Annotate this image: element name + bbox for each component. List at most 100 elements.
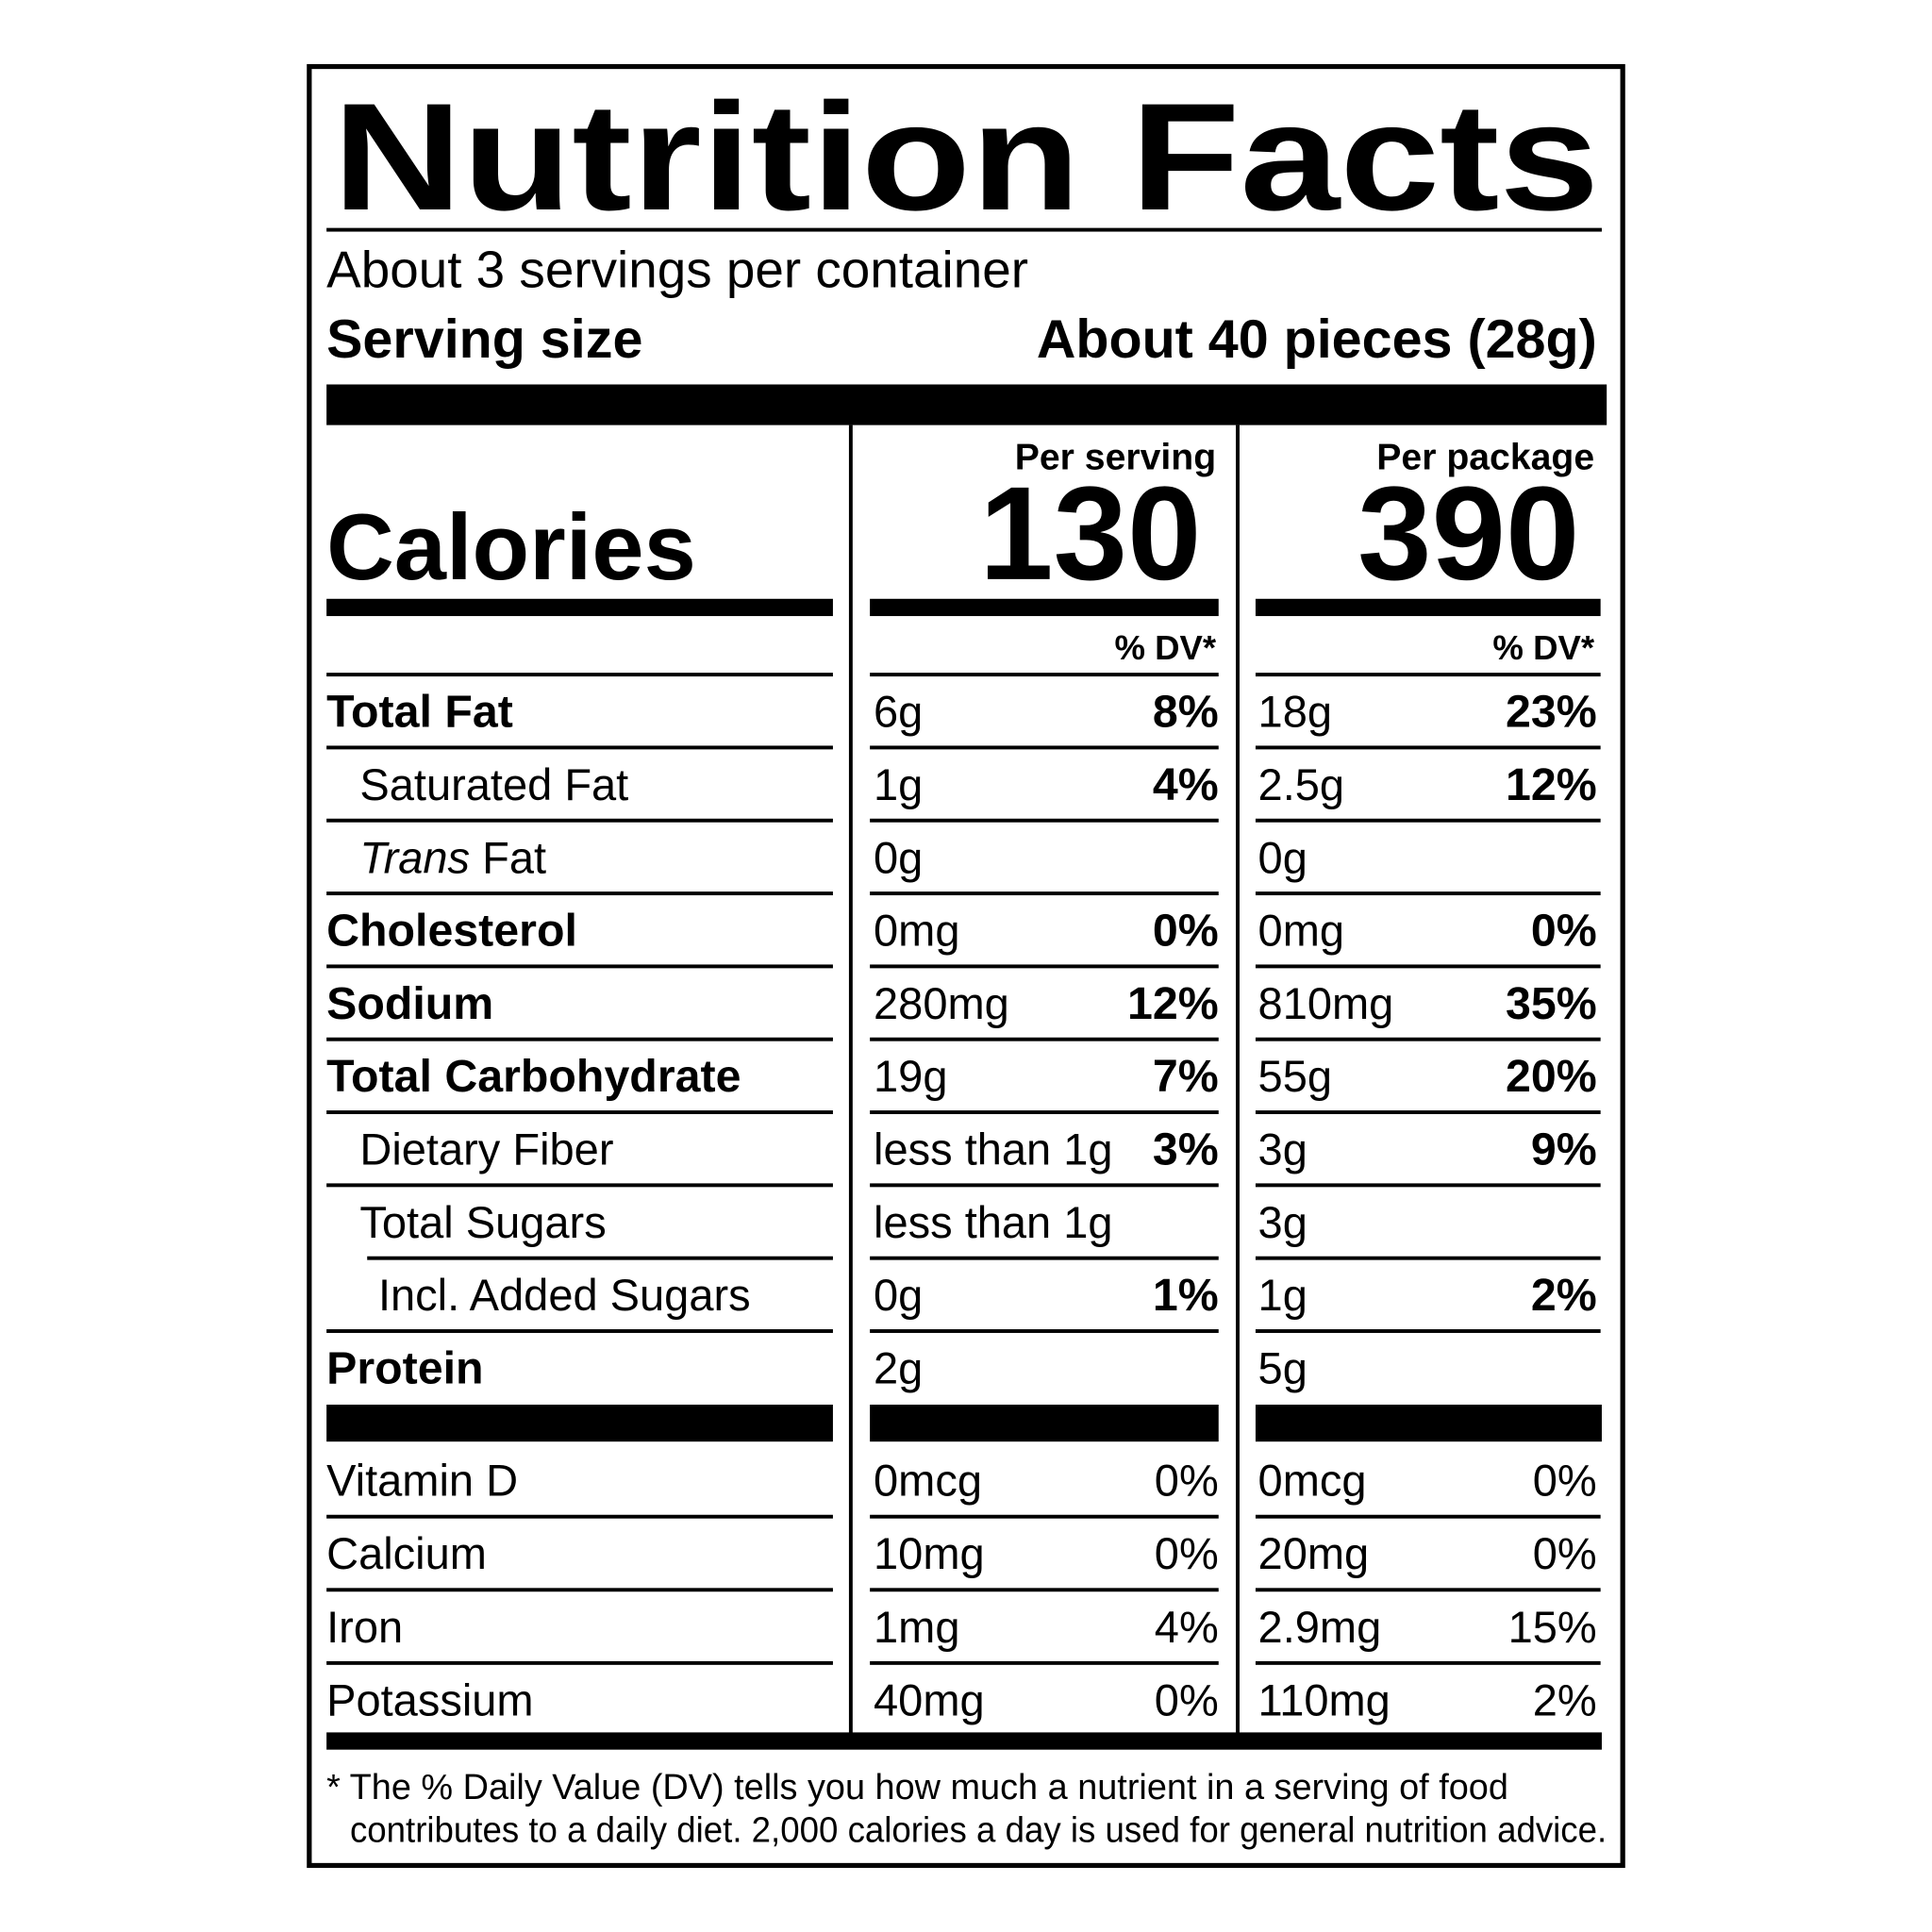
title: Nutrition Facts (333, 72, 1600, 242)
row-rule (870, 1037, 1219, 1041)
amount: 20mg (1258, 1528, 1370, 1578)
amount: 10mg (874, 1528, 985, 1578)
amount: 19g (874, 1051, 947, 1101)
thick-bar (326, 1732, 1602, 1750)
daily-value: 35% (1506, 978, 1597, 1029)
nutrient-name: Protein (326, 1343, 483, 1394)
nutrient-name: Incl. Added Sugars (378, 1270, 751, 1320)
row-rule (326, 964, 833, 969)
calories-bar (870, 598, 1219, 617)
daily-value: 0% (1155, 1528, 1219, 1578)
row-rule (1255, 891, 1601, 896)
nutrient-name: Saturated Fat (359, 759, 628, 809)
row-rule (870, 818, 1219, 823)
row-rule (1255, 1588, 1601, 1592)
amount: 110mg (1258, 1674, 1391, 1724)
daily-value: 0% (1533, 1456, 1597, 1506)
nutrient-name-text: Fat (482, 832, 546, 882)
amount: 2g (874, 1343, 923, 1393)
nutrient-name: Total Carbohydrate (326, 1051, 741, 1102)
micronutrient-name: Vitamin D (326, 1456, 518, 1506)
amount: 1g (1258, 1270, 1307, 1320)
daily-value: 0% (1531, 906, 1597, 957)
thick-bar (1255, 1404, 1602, 1442)
column-header: Per serving (1015, 438, 1216, 478)
amount: 55g (1258, 1051, 1332, 1101)
column-divider (848, 425, 853, 1736)
row-rule (870, 1329, 1219, 1333)
daily-value: 2% (1531, 1270, 1597, 1321)
nutrient-name-italic: Trans (359, 832, 470, 882)
column-divider (1236, 425, 1240, 1736)
amount: 0mg (1258, 906, 1344, 956)
serving-size-label: Serving size (326, 309, 642, 370)
footnote: contributes to a daily diet. 2,000 calor… (350, 1811, 1607, 1851)
amount: 1g (874, 759, 923, 809)
daily-value: 7% (1153, 1051, 1219, 1102)
amount: 1mg (874, 1602, 959, 1652)
row-rule (870, 1660, 1219, 1665)
amount: less than 1g (874, 1124, 1113, 1174)
calories-bar (326, 598, 833, 617)
row-rule (326, 818, 833, 823)
amount: 280mg (874, 978, 1009, 1028)
row-rule (326, 745, 833, 750)
daily-value: 9% (1531, 1124, 1597, 1175)
column-header: Per package (1376, 438, 1594, 478)
daily-value: 0% (1533, 1528, 1597, 1578)
row-rule (1255, 964, 1601, 969)
row-rule (870, 1183, 1219, 1188)
amount: 2.5g (1258, 759, 1345, 809)
row-rule (326, 891, 833, 896)
row-rule (870, 1110, 1219, 1114)
calories-label: Calories (326, 495, 696, 600)
row-rule (326, 1588, 833, 1592)
amount: 810mg (1258, 978, 1394, 1028)
serving-size-value: About 40 pieces (28g) (1037, 309, 1597, 370)
amount: 0g (874, 1270, 923, 1320)
servings: About 3 servings per container (326, 240, 1028, 298)
row-rule (870, 1514, 1219, 1519)
row-rule (326, 1037, 833, 1041)
daily-value: 12% (1127, 978, 1219, 1029)
row-rule (1255, 1037, 1601, 1041)
footnote: * The % Daily Value (DV) tells you how m… (326, 1768, 1508, 1807)
amount: 0g (874, 832, 923, 882)
row-rule (1255, 818, 1601, 823)
amount: 18g (1258, 687, 1332, 737)
daily-value: 2% (1533, 1674, 1597, 1724)
row-rule (870, 1256, 1219, 1260)
thick-bar (326, 1404, 833, 1442)
thick-bar (326, 384, 1607, 425)
calories-value: 390 (1357, 458, 1579, 608)
nutrient-name: Cholesterol (326, 906, 577, 957)
micronutrient-name: Calcium (326, 1528, 487, 1578)
daily-value: 0% (1153, 906, 1219, 957)
daily-value: 23% (1506, 687, 1597, 738)
row-rule (326, 1183, 833, 1188)
amount: less than 1g (874, 1197, 1113, 1247)
row-rule (870, 745, 1219, 750)
dv-header: % DV* (1114, 628, 1216, 667)
amount: 0mcg (1258, 1456, 1367, 1506)
daily-value: 0% (1155, 1674, 1219, 1724)
daily-value: 8% (1153, 687, 1219, 738)
daily-value: 1% (1153, 1270, 1219, 1321)
thick-bar (870, 1404, 1219, 1442)
row-rule (1255, 745, 1601, 750)
nutrient-name: Dietary Fiber (359, 1124, 613, 1174)
amount: 3g (1258, 1197, 1307, 1247)
row-rule (1255, 1110, 1601, 1114)
amount: 0mcg (874, 1456, 982, 1506)
row-rule (870, 673, 1219, 677)
nutrient-name: Trans Fat (359, 832, 546, 882)
amount: 0mg (874, 906, 959, 956)
amount: 0g (1258, 832, 1307, 882)
nutrient-name: Total Fat (326, 687, 513, 738)
daily-value: 4% (1153, 759, 1219, 810)
daily-value: 15% (1508, 1602, 1597, 1652)
dv-header: % DV* (1492, 628, 1594, 667)
row-rule (326, 1660, 833, 1665)
daily-value: 3% (1153, 1124, 1219, 1175)
